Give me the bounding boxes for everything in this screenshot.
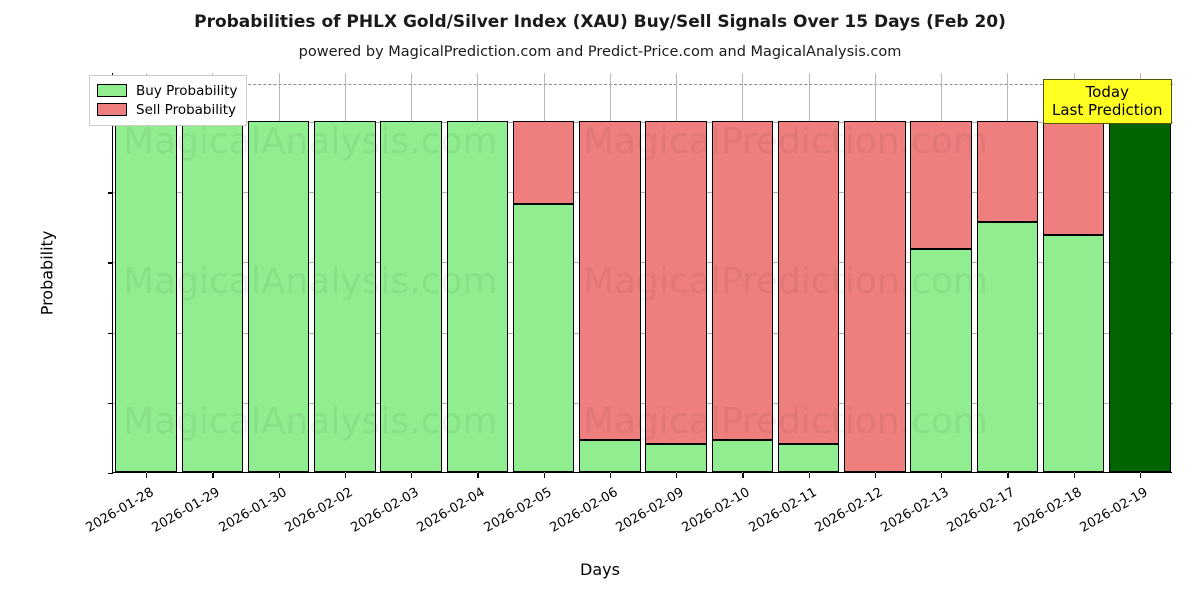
- gridline: [113, 192, 1173, 194]
- bar-segment-buy[interactable]: [777, 443, 840, 472]
- bar-segment-buy[interactable]: [976, 221, 1039, 472]
- bar-group[interactable]: [446, 72, 509, 472]
- bar-group[interactable]: [380, 72, 442, 472]
- x-tick-mark: [543, 473, 545, 478]
- bar-group[interactable]: [976, 72, 1039, 472]
- x-tick-mark: [212, 473, 214, 478]
- y-tick-mark: [108, 262, 113, 264]
- x-tick-mark: [1139, 473, 1142, 478]
- x-tick-mark: [1007, 473, 1009, 478]
- bar-group[interactable]: [1042, 72, 1105, 472]
- bar-segment-buy[interactable]: [380, 121, 442, 472]
- bar-group[interactable]: [645, 72, 707, 472]
- gridline: [113, 262, 1173, 264]
- x-tick-mark: [808, 473, 810, 478]
- bar-segment-buy[interactable]: [910, 249, 972, 472]
- reference-line: [113, 83, 1173, 85]
- bar-segment-buy[interactable]: [1042, 235, 1105, 472]
- bar-segment-buy[interactable]: [446, 121, 509, 472]
- today-annotation-line2: Last Prediction: [1052, 101, 1163, 119]
- legend-item[interactable]: Sell Probability: [97, 100, 237, 119]
- bar-segment-today[interactable]: [1109, 121, 1171, 472]
- bar-segment-sell[interactable]: [645, 121, 707, 444]
- plot-area: MagicalAnalysis.comMagicalPrediction.com…: [38, 72, 1173, 536]
- bar-segment-sell[interactable]: [844, 121, 906, 472]
- bar-segment-buy[interactable]: [247, 121, 310, 472]
- bar-segment-sell[interactable]: [910, 121, 972, 250]
- x-tick-mark: [278, 473, 280, 478]
- bar-segment-sell[interactable]: [579, 121, 641, 441]
- today-annotation-line1: Today: [1085, 83, 1129, 101]
- bar-group[interactable]: [115, 72, 177, 472]
- bar-group[interactable]: [844, 72, 906, 472]
- bar-segment-buy[interactable]: [645, 443, 707, 472]
- legend-label: Sell Probability: [136, 101, 237, 118]
- bar-segment-buy[interactable]: [181, 121, 244, 472]
- bar-segment-buy[interactable]: [314, 121, 376, 472]
- x-tick-mark: [411, 473, 413, 478]
- y-tick-mark: [108, 402, 113, 405]
- bar-segment-sell[interactable]: [777, 121, 840, 444]
- bar-group[interactable]: [181, 72, 244, 472]
- legend-label: Buy Probability: [136, 82, 238, 99]
- bar-group[interactable]: [910, 72, 972, 472]
- bar-group[interactable]: [579, 72, 641, 472]
- bar-group[interactable]: [247, 72, 310, 472]
- y-tick-mark: [108, 192, 113, 194]
- bar-group[interactable]: [512, 72, 575, 472]
- y-tick-mark: [108, 473, 113, 475]
- gridline: [113, 122, 1173, 124]
- gridline: [113, 402, 1173, 404]
- bar-group[interactable]: [711, 72, 774, 472]
- legend-swatch-sell: [97, 103, 127, 116]
- chart-title: Probabilities of PHLX Gold/Silver Index …: [194, 12, 1006, 32]
- x-tick-mark: [609, 473, 612, 478]
- bar-segment-buy[interactable]: [711, 440, 774, 472]
- bar-group[interactable]: [314, 72, 376, 472]
- bar-group[interactable]: [777, 72, 840, 472]
- bar-group[interactable]: [1109, 72, 1171, 472]
- bar-segment-sell[interactable]: [1042, 121, 1105, 236]
- x-axis-label: Days: [580, 560, 620, 579]
- x-tick-mark: [676, 473, 678, 478]
- bar-segment-sell[interactable]: [512, 121, 575, 205]
- x-tick-mark: [477, 473, 479, 478]
- bar-segment-buy[interactable]: [115, 121, 177, 472]
- chart-legend: Buy Probability Sell Probability: [89, 75, 248, 126]
- x-tick-mark: [146, 473, 148, 478]
- bar-segment-sell[interactable]: [976, 121, 1039, 222]
- legend-item[interactable]: Buy Probability: [97, 81, 237, 100]
- bar-segment-buy[interactable]: [512, 204, 575, 472]
- legend-swatch-buy: [97, 84, 127, 97]
- gridline: [113, 332, 1173, 334]
- bar-segment-sell[interactable]: [711, 121, 774, 441]
- x-tick-mark: [874, 473, 877, 478]
- x-tick-mark: [344, 473, 347, 478]
- x-tick-mark: [1073, 473, 1075, 478]
- y-tick-mark: [108, 332, 113, 334]
- bar-segment-buy[interactable]: [579, 440, 641, 472]
- today-annotation: Today Last Prediction: [1043, 79, 1172, 124]
- chart-subtitle: powered by MagicalPrediction.com and Pre…: [298, 44, 902, 60]
- x-tick-mark: [742, 473, 744, 478]
- y-axis-label: Probability: [37, 230, 57, 316]
- x-tick-mark: [941, 473, 943, 478]
